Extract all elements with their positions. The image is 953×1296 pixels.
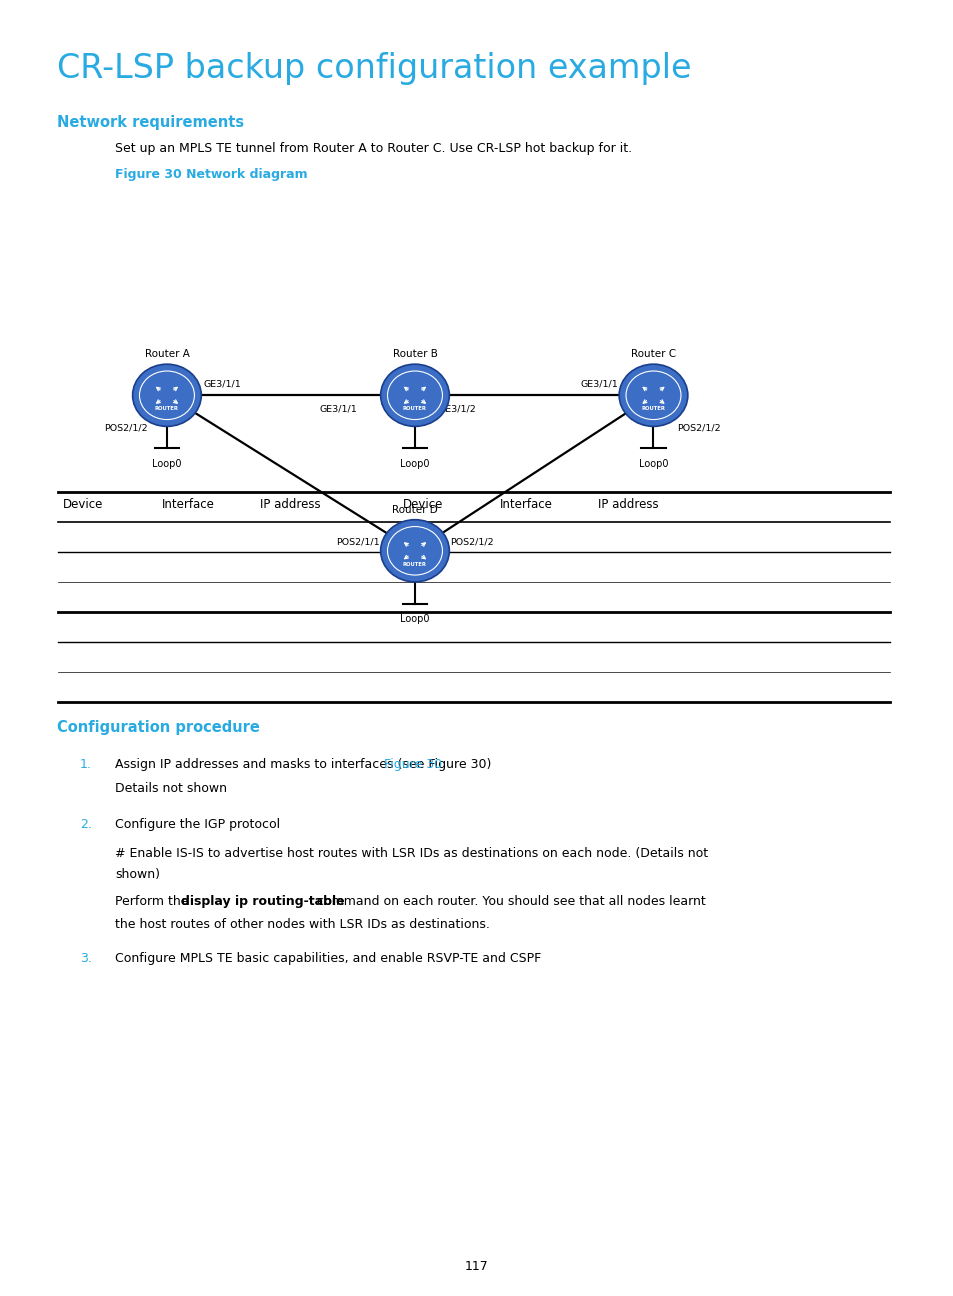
Text: the host routes of other nodes with LSR IDs as destinations.: the host routes of other nodes with LSR … <box>115 918 489 931</box>
Text: Configure MPLS TE basic capabilities, and enable RSVP-TE and CSPF: Configure MPLS TE basic capabilities, an… <box>115 953 540 966</box>
Text: 3.: 3. <box>80 953 91 966</box>
Text: POS2/1/2: POS2/1/2 <box>450 538 494 546</box>
Text: Loop0: Loop0 <box>400 459 429 469</box>
Text: Loop0: Loop0 <box>639 459 667 469</box>
Text: Loop0: Loop0 <box>152 459 181 469</box>
Ellipse shape <box>380 364 449 426</box>
Text: Set up an MPLS TE tunnel from Router A to Router C. Use CR-LSP hot backup for it: Set up an MPLS TE tunnel from Router A t… <box>115 143 632 156</box>
Text: Configure the IGP protocol: Configure the IGP protocol <box>115 818 280 831</box>
Text: Device: Device <box>63 498 103 511</box>
Text: 1.: 1. <box>80 758 91 771</box>
Text: GE3/1/1: GE3/1/1 <box>203 380 241 389</box>
Text: Interface: Interface <box>162 498 214 511</box>
Text: Router C: Router C <box>630 349 676 359</box>
Text: command on each router. You should see that all nodes learnt: command on each router. You should see t… <box>313 896 705 908</box>
Text: Device: Device <box>402 498 443 511</box>
Text: CR-LSP backup configuration example: CR-LSP backup configuration example <box>57 52 691 86</box>
Text: Configuration procedure: Configuration procedure <box>57 721 259 735</box>
Text: Network requirements: Network requirements <box>57 115 244 130</box>
Text: Loop0: Loop0 <box>400 524 429 534</box>
Text: Router A: Router A <box>144 349 190 359</box>
Ellipse shape <box>618 364 687 426</box>
Text: Loop0: Loop0 <box>639 368 667 378</box>
Text: ROUTER: ROUTER <box>402 562 427 566</box>
Text: Router D: Router D <box>392 504 437 515</box>
Text: Loop0: Loop0 <box>400 614 429 625</box>
Text: GE3/1/1: GE3/1/1 <box>319 404 357 413</box>
Text: GE3/1/2: GE3/1/2 <box>438 404 476 413</box>
Text: ROUTER: ROUTER <box>154 407 179 411</box>
Text: POS2/1/1: POS2/1/1 <box>335 538 379 546</box>
Ellipse shape <box>132 364 201 426</box>
Text: ROUTER: ROUTER <box>640 407 665 411</box>
Text: # Enable IS-IS to advertise host routes with LSR IDs as destinations on each nod: # Enable IS-IS to advertise host routes … <box>115 848 707 861</box>
Text: Loop0: Loop0 <box>400 368 429 378</box>
Text: IP address: IP address <box>260 498 320 511</box>
Text: 2.: 2. <box>80 818 91 831</box>
Text: IP address: IP address <box>598 498 658 511</box>
Ellipse shape <box>380 520 449 582</box>
Text: Perform the: Perform the <box>115 896 193 908</box>
Text: ROUTER: ROUTER <box>402 407 427 411</box>
Text: POS2/1/2: POS2/1/2 <box>104 424 148 433</box>
Text: Figure 30: Figure 30 <box>384 758 442 771</box>
Text: POS2/1/2: POS2/1/2 <box>677 424 720 433</box>
Text: Interface: Interface <box>499 498 553 511</box>
Text: Details not shown: Details not shown <box>115 781 227 794</box>
Text: Figure 30 Network diagram: Figure 30 Network diagram <box>115 168 307 181</box>
Text: shown): shown) <box>115 868 160 881</box>
Text: GE3/1/1: GE3/1/1 <box>579 380 618 389</box>
Text: Assign IP addresses and masks to interfaces (see Figure 30): Assign IP addresses and masks to interfa… <box>115 758 491 771</box>
Text: Router B: Router B <box>392 349 437 359</box>
Text: display ip routing-table: display ip routing-table <box>181 896 344 908</box>
Text: Loop0: Loop0 <box>152 368 181 378</box>
Text: 117: 117 <box>465 1260 488 1273</box>
